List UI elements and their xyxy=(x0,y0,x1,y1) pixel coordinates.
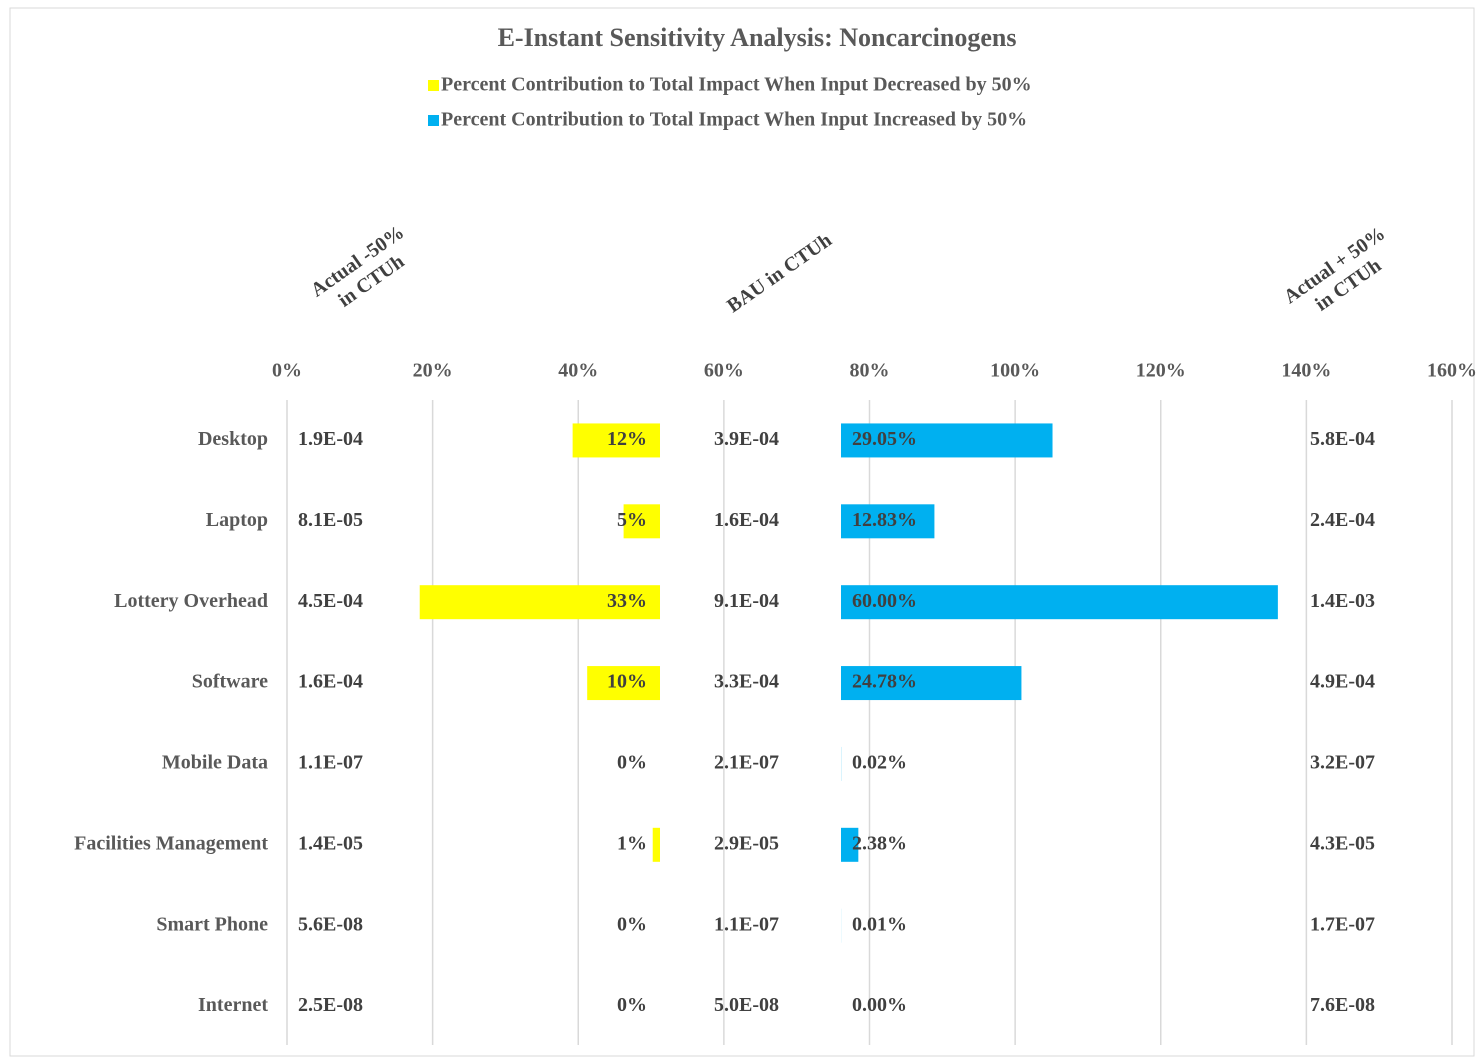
x-tick-label: 140% xyxy=(1281,360,1331,382)
table-cell: 2.4E-04 xyxy=(1310,509,1375,531)
x-tick-label: 40% xyxy=(558,360,598,382)
y-tick-label: Lottery Overhead xyxy=(114,590,268,612)
y-tick-label: Internet xyxy=(198,994,268,1016)
table-cell: 1.4E-03 xyxy=(1310,590,1375,612)
data-label: 0% xyxy=(617,913,647,935)
data-label: 24.78% xyxy=(852,671,917,693)
table-cell: 5.8E-04 xyxy=(1310,428,1375,450)
x-tick-label: 80% xyxy=(850,360,890,382)
table-cell: 1.1E-07 xyxy=(298,752,363,774)
table-cell: 2.5E-08 xyxy=(298,994,363,1016)
table-cell: 1.7E-07 xyxy=(1310,913,1375,935)
x-tick-label: 100% xyxy=(990,360,1040,382)
data-label: 0.02% xyxy=(852,752,907,774)
data-label: 0.01% xyxy=(852,913,907,935)
table-cell: 2.1E-07 xyxy=(714,752,779,774)
y-tick-label: Laptop xyxy=(206,509,268,531)
bar xyxy=(841,423,1053,458)
x-tick-label: 120% xyxy=(1136,360,1186,382)
bar xyxy=(841,827,859,862)
bar xyxy=(419,585,660,620)
table-cell: 3.2E-07 xyxy=(1310,752,1375,774)
bar xyxy=(587,666,660,701)
data-label: 1% xyxy=(617,832,647,854)
bar xyxy=(652,827,660,862)
y-tick-label: Desktop xyxy=(198,428,268,450)
data-label: 10% xyxy=(607,671,647,693)
y-tick-label: Smart Phone xyxy=(156,913,268,935)
table-cell: 4.5E-04 xyxy=(298,590,363,612)
table-cell: 9.1E-04 xyxy=(714,590,779,612)
y-tick-label: Facilities Management xyxy=(74,832,268,854)
y-tick-label: Software xyxy=(192,671,268,693)
table-cell: 7.6E-08 xyxy=(1310,994,1375,1016)
data-label: 2.38% xyxy=(852,832,907,854)
data-label: 12% xyxy=(607,428,647,450)
table-cell: 5.6E-08 xyxy=(298,913,363,935)
data-label: 0% xyxy=(617,752,647,774)
bar xyxy=(841,504,935,539)
data-label: 33% xyxy=(607,590,647,612)
legend-swatch xyxy=(428,80,439,91)
bar xyxy=(841,666,1022,701)
table-cell: 3.3E-04 xyxy=(714,671,779,693)
table-cell: 5.0E-08 xyxy=(714,994,779,1016)
bar xyxy=(572,423,660,458)
x-tick-label: 0% xyxy=(272,360,302,382)
legend-swatch xyxy=(428,115,439,126)
y-tick-label: Mobile Data xyxy=(162,752,268,774)
chart-border xyxy=(9,7,1475,1057)
data-label: 12.83% xyxy=(852,509,917,531)
x-tick-label: 60% xyxy=(704,360,744,382)
bar xyxy=(841,585,1278,620)
table-cell: 2.9E-05 xyxy=(714,832,779,854)
chart-title: E-Instant Sensitivity Analysis: Noncarci… xyxy=(498,23,1017,52)
data-label: 29.05% xyxy=(852,428,917,450)
table-cell: 1.6E-04 xyxy=(714,509,779,531)
data-label: 60.00% xyxy=(852,590,917,612)
table-cell: 1.6E-04 xyxy=(298,671,363,693)
table-cell: 4.3E-05 xyxy=(1310,832,1375,854)
legend-label: Percent Contribution to Total Impact Whe… xyxy=(441,74,1032,96)
table-cell: 1.4E-05 xyxy=(298,832,363,854)
legend-label: Percent Contribution to Total Impact Whe… xyxy=(441,109,1027,131)
x-tick-label: 160% xyxy=(1427,360,1477,382)
data-label: 0.00% xyxy=(852,994,907,1016)
table-cell: 3.9E-04 xyxy=(714,428,779,450)
data-label: 0% xyxy=(617,994,647,1016)
table-cell: 1.1E-07 xyxy=(714,913,779,935)
table-cell: 1.9E-04 xyxy=(298,428,363,450)
table-cell: 4.9E-04 xyxy=(1310,671,1375,693)
table-cell: 8.1E-05 xyxy=(298,509,363,531)
data-label: 5% xyxy=(617,509,647,531)
x-tick-label: 20% xyxy=(413,360,453,382)
bar xyxy=(623,504,660,539)
